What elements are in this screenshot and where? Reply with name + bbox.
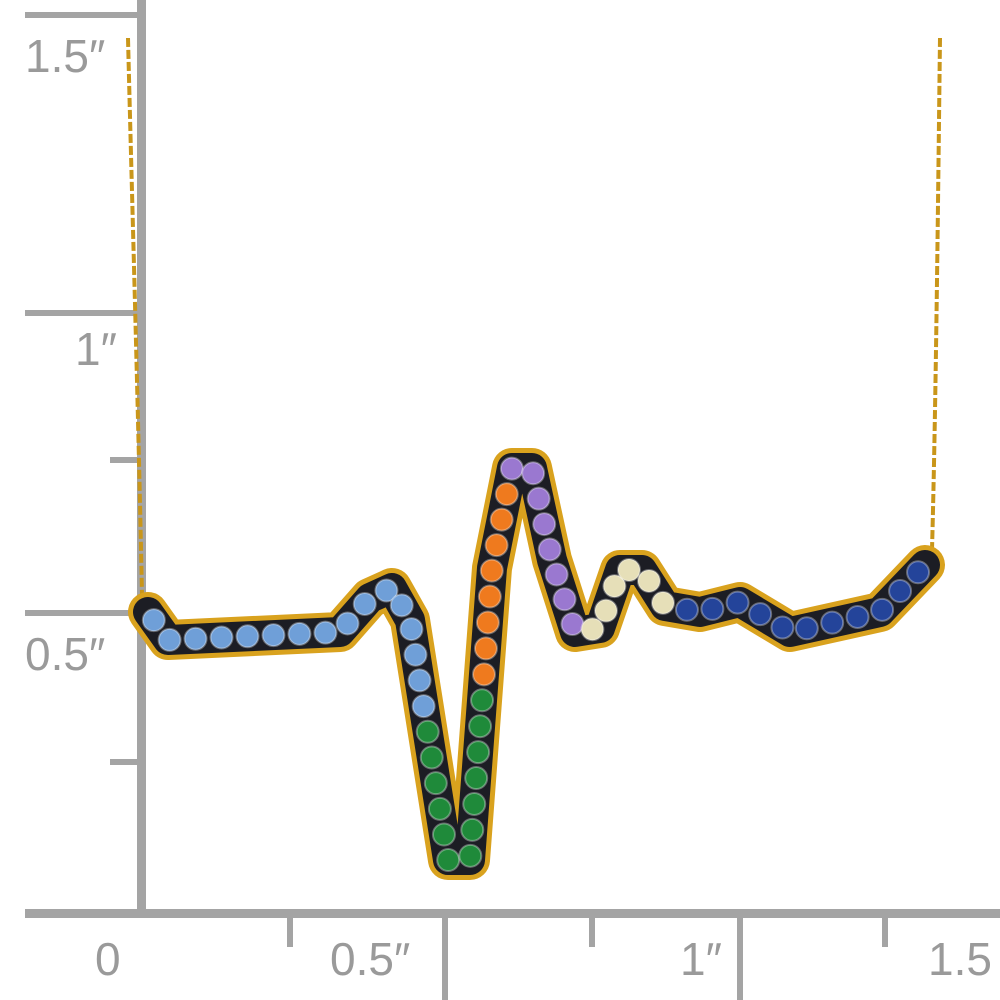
gemstone — [870, 597, 895, 622]
gemstone — [725, 590, 750, 615]
ruler-label: 0.5″ — [330, 933, 410, 985]
ruler-tick — [589, 915, 595, 947]
gemstone — [235, 624, 260, 649]
gemstone — [468, 714, 493, 739]
ruler-tick — [25, 310, 140, 316]
gemstone — [419, 745, 444, 770]
gemstone — [462, 791, 487, 816]
gemstone — [427, 796, 452, 821]
ruler-label: 0.5″ — [25, 628, 105, 680]
gemstone — [748, 602, 773, 627]
necklace-chain — [126, 37, 942, 596]
gemstone — [183, 626, 208, 651]
gemstone — [521, 461, 546, 486]
gemstone — [499, 456, 524, 481]
gemstone — [470, 688, 495, 713]
chain-left — [126, 37, 144, 596]
gemstone — [475, 610, 500, 635]
ruler-label: 1″ — [75, 323, 117, 375]
ruler-horizontal-bar — [25, 909, 1000, 918]
gemstone — [407, 668, 432, 693]
gemstone — [650, 590, 675, 615]
gemstone — [141, 608, 166, 633]
gemstone — [471, 662, 496, 687]
ruler-tick — [287, 915, 293, 947]
gemstone — [532, 512, 557, 537]
ruler-tick — [882, 915, 888, 947]
gemstone — [770, 615, 795, 640]
gemstone — [415, 719, 440, 744]
gemstone — [287, 621, 312, 646]
gemstone — [411, 694, 436, 719]
gemstone — [399, 617, 424, 642]
gemstone — [473, 636, 498, 661]
gemstone — [423, 771, 448, 796]
gemstone — [352, 591, 377, 616]
gemstone — [489, 507, 514, 532]
gemstone — [460, 817, 485, 842]
ruler-tick — [737, 915, 743, 1000]
gemstone — [794, 616, 819, 641]
gemstone — [389, 593, 414, 618]
gemstone — [602, 574, 627, 599]
gemstone — [674, 597, 699, 622]
gemstones — [141, 456, 931, 872]
gemstone — [209, 625, 234, 650]
ruler-tick — [25, 610, 140, 616]
gemstone — [888, 579, 913, 604]
gemstone — [820, 610, 845, 635]
ruler-label: 0 — [95, 933, 121, 985]
gemstone — [544, 562, 569, 587]
gemstone — [458, 843, 483, 868]
gemstone — [700, 596, 725, 621]
gemstone — [436, 848, 461, 872]
gemstone — [560, 612, 585, 637]
gemstone — [431, 822, 456, 847]
ruler-tick — [110, 759, 140, 765]
ruler-tick — [110, 457, 140, 463]
gemstone — [484, 533, 509, 558]
gemstone — [537, 537, 562, 562]
gemstone — [593, 598, 618, 623]
ruler-vertical-bar — [137, 0, 146, 918]
gemstone — [845, 604, 870, 629]
ruler-label: 1.5 — [928, 933, 992, 985]
gemstone — [477, 584, 502, 609]
gemstone — [526, 486, 551, 511]
gemstone — [403, 642, 428, 667]
ruler — [25, 0, 1000, 1000]
ruler-label: 1.5″ — [25, 30, 105, 82]
ruler-label: 1″ — [680, 933, 722, 985]
ruler-tick — [25, 12, 140, 18]
gemstone — [374, 578, 399, 603]
gemstone — [494, 482, 519, 507]
ruler-tick — [442, 915, 448, 1000]
gemstone — [335, 611, 360, 636]
gemstone — [157, 627, 182, 652]
gemstone — [580, 617, 605, 642]
gemstone — [906, 560, 931, 585]
gemstone — [616, 558, 641, 582]
gemstone — [464, 766, 489, 791]
gemstone — [466, 740, 491, 765]
gemstone — [479, 558, 504, 583]
gemstone — [636, 568, 661, 593]
gemstone — [552, 587, 577, 612]
chain-right — [930, 37, 942, 551]
gemstone — [261, 623, 286, 648]
gemstone — [313, 620, 338, 645]
